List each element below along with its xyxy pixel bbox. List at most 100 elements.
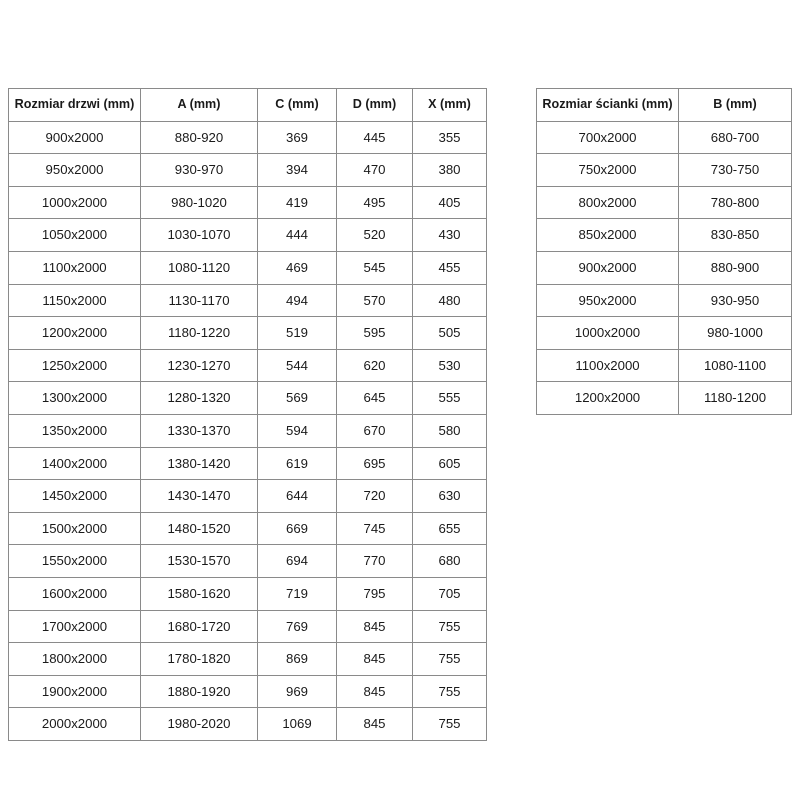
- table-row: 1050x2000 1030-1070 444 520 430: [8, 218, 487, 252]
- doors-value-cell: 369: [257, 120, 337, 155]
- doors-size-cell: 1900x2000: [8, 674, 141, 709]
- doors-size-cell: 1200x2000: [8, 316, 141, 350]
- doors-value-cell: 755: [412, 707, 487, 741]
- table-row: 1400x2000 1380-1420 619 695 605: [8, 446, 487, 481]
- doors-size-cell: 1300x2000: [8, 381, 141, 415]
- table-row: 2000x2000 1980-2020 1069 845 755: [8, 707, 487, 741]
- doors-value-cell: 1430-1470: [140, 479, 258, 513]
- doors-value-cell: 1080-1120: [140, 250, 258, 285]
- doors-value-cell: 1330-1370: [140, 413, 258, 448]
- doors-value-cell: 444: [257, 218, 337, 252]
- doors-value-cell: 770: [336, 544, 413, 578]
- doors-value-cell: 445: [336, 120, 413, 155]
- doors-value-cell: 1480-1520: [140, 511, 258, 546]
- wall-table-body: 700x2000 680-700 750x2000 730-750 800x2000 78…: [536, 120, 792, 415]
- wall-table-header: Rozmiar ścianki (mm) B (mm): [536, 88, 792, 122]
- doors-size-cell: 2000x2000: [8, 707, 141, 741]
- doors-value-cell: 694: [257, 544, 337, 578]
- doors-column-header-0: Rozmiar drzwi (mm): [8, 88, 141, 122]
- doors-value-cell: 594: [257, 413, 337, 448]
- wall-size-cell: 950x2000: [536, 283, 679, 318]
- doors-column-header-1: A (mm): [140, 88, 258, 122]
- doors-value-cell: 380: [412, 153, 487, 187]
- wall-size-cell: 800x2000: [536, 185, 679, 220]
- wall-value-cell: 930-950: [678, 283, 792, 318]
- doors-value-cell: 1130-1170: [140, 283, 258, 318]
- doors-value-cell: 1780-1820: [140, 642, 258, 676]
- doors-value-cell: 845: [336, 707, 413, 741]
- table-row: 850x2000 830-850: [536, 218, 792, 252]
- table-row: 700x2000 680-700: [536, 120, 792, 155]
- table-header-row: Rozmiar ścianki (mm) B (mm): [536, 88, 792, 122]
- doors-value-cell: 644: [257, 479, 337, 513]
- wall-size-cell: 700x2000: [536, 120, 679, 155]
- table-row: 1800x2000 1780-1820 869 845 755: [8, 642, 487, 676]
- doors-value-cell: 630: [412, 479, 487, 513]
- table-row: 1000x2000 980-1000: [536, 316, 792, 350]
- doors-value-cell: 755: [412, 674, 487, 709]
- wall-size-cell: 1200x2000: [536, 381, 679, 415]
- doors-value-cell: 795: [336, 576, 413, 611]
- doors-size-cell: 1250x2000: [8, 348, 141, 383]
- table-row: 1550x2000 1530-1570 694 770 680: [8, 544, 487, 578]
- doors-value-cell: 1880-1920: [140, 674, 258, 709]
- doors-size-cell: 1500x2000: [8, 511, 141, 546]
- table-row: 1150x2000 1130-1170 494 570 480: [8, 283, 487, 318]
- table-row: 950x2000 930-950: [536, 283, 792, 318]
- doors-size-cell: 1000x2000: [8, 185, 141, 220]
- doors-value-cell: 494: [257, 283, 337, 318]
- doors-size-cell: 1600x2000: [8, 576, 141, 611]
- doors-size-cell: 1800x2000: [8, 642, 141, 676]
- table-row: 1450x2000 1430-1470 644 720 630: [8, 479, 487, 513]
- doors-size-cell: 1050x2000: [8, 218, 141, 252]
- doors-column-header-3: D (mm): [336, 88, 413, 122]
- doors-value-cell: 620: [336, 348, 413, 383]
- wall-size-cell: 900x2000: [536, 250, 679, 285]
- doors-column-header-4: X (mm): [412, 88, 487, 122]
- doors-dimensions-table: Rozmiar drzwi (mm) A (mm) C (mm) D (mm) X (m…: [8, 88, 487, 741]
- table-row: 1200x2000 1180-1220 519 595 505: [8, 316, 487, 350]
- table-row: 1600x2000 1580-1620 719 795 705: [8, 576, 487, 611]
- doors-value-cell: 719: [257, 576, 337, 611]
- doors-value-cell: 880-920: [140, 120, 258, 155]
- doors-value-cell: 480: [412, 283, 487, 318]
- doors-value-cell: 720: [336, 479, 413, 513]
- table-row: 900x2000 880-900: [536, 250, 792, 285]
- doors-value-cell: 570: [336, 283, 413, 318]
- wall-value-cell: 730-750: [678, 153, 792, 187]
- doors-value-cell: 869: [257, 642, 337, 676]
- doors-value-cell: 845: [336, 642, 413, 676]
- doors-size-cell: 1100x2000: [8, 250, 141, 285]
- doors-value-cell: 769: [257, 609, 337, 644]
- doors-value-cell: 980-1020: [140, 185, 258, 220]
- doors-value-cell: 680: [412, 544, 487, 578]
- doors-value-cell: 595: [336, 316, 413, 350]
- doors-column-header-2: C (mm): [257, 88, 337, 122]
- wall-size-cell: 750x2000: [536, 153, 679, 187]
- table-row: 750x2000 730-750: [536, 153, 792, 187]
- wall-size-cell: 1000x2000: [536, 316, 679, 350]
- doors-value-cell: 544: [257, 348, 337, 383]
- table-row: 800x2000 780-800: [536, 185, 792, 220]
- doors-value-cell: 419: [257, 185, 337, 220]
- doors-value-cell: 695: [336, 446, 413, 481]
- table-row: 1100x2000 1080-1100: [536, 348, 792, 383]
- doors-value-cell: 495: [336, 185, 413, 220]
- doors-size-cell: 900x2000: [8, 120, 141, 155]
- table-row: 1100x2000 1080-1120 469 545 455: [8, 250, 487, 285]
- table-row: 1250x2000 1230-1270 544 620 530: [8, 348, 487, 383]
- doors-value-cell: 580: [412, 413, 487, 448]
- doors-size-cell: 1400x2000: [8, 446, 141, 481]
- doors-value-cell: 605: [412, 446, 487, 481]
- wall-column-header-0: Rozmiar ścianki (mm): [536, 88, 679, 122]
- doors-value-cell: 530: [412, 348, 487, 383]
- doors-value-cell: 394: [257, 153, 337, 187]
- doors-value-cell: 1530-1570: [140, 544, 258, 578]
- table-row: 1350x2000 1330-1370 594 670 580: [8, 413, 487, 448]
- table-row: 1300x2000 1280-1320 569 645 555: [8, 381, 487, 415]
- wall-size-cell: 850x2000: [536, 218, 679, 252]
- doors-value-cell: 569: [257, 381, 337, 415]
- doors-value-cell: 455: [412, 250, 487, 285]
- wall-value-cell: 980-1000: [678, 316, 792, 350]
